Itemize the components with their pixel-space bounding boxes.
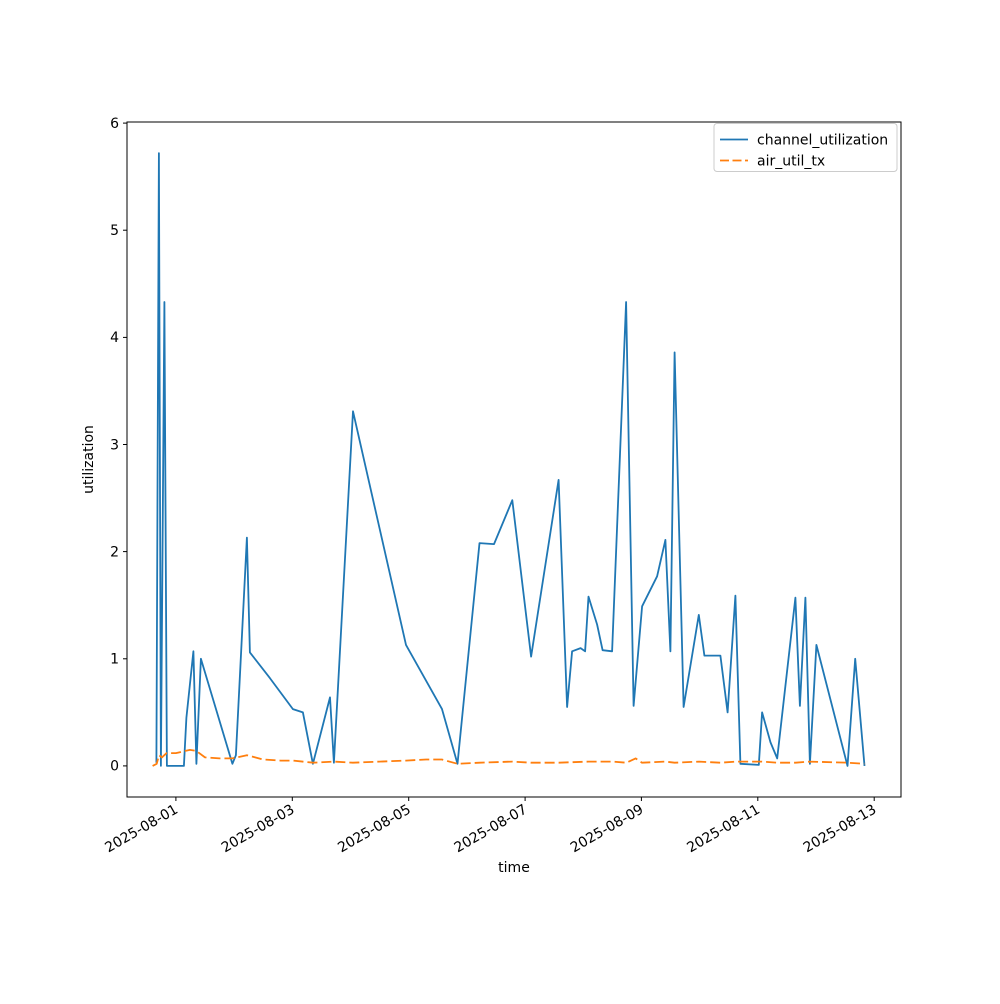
legend: channel_utilization air_util_tx [713,123,898,172]
y-tick-label: 3 [110,437,119,453]
y-tick-label: 2 [110,544,119,560]
x-tick-label: 2025-08-03 [219,802,297,857]
x-tick-label: 2025-08-11 [684,802,762,857]
x-tick-label: 2025-08-01 [102,802,180,857]
y-tick-label: 4 [110,330,119,346]
plot-area [126,121,902,798]
legend-box [713,123,898,172]
y-tick-label: 6 [110,116,119,132]
y-tick-label: 0 [110,759,119,775]
x-tick-label: 2025-08-13 [801,802,879,857]
series-air_util_tx-line [152,749,865,767]
x-tick-label: 2025-08-07 [452,802,530,857]
x-tick-label: 2025-08-09 [568,802,646,857]
legend-label-channel_utilization: channel_utilization [757,132,888,148]
series-channel_utilization-line [155,152,866,767]
x-axis-label: time [498,860,530,876]
x-tick-label: 2025-08-05 [335,802,413,857]
legend-label-air_util_tx: air_util_tx [757,153,825,169]
y-tick-label: 1 [110,652,119,668]
y-axis-label: utilization [81,425,97,494]
y-tick-label: 5 [110,223,119,239]
